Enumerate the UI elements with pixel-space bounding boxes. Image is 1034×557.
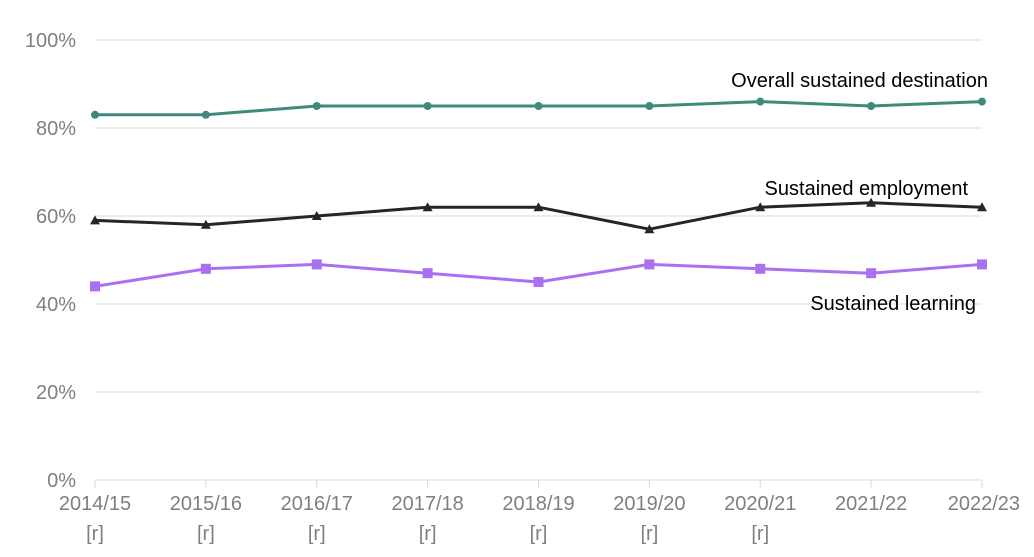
x-tick-label: 2014/15 xyxy=(59,493,131,515)
x-tick-label: 2020/21 xyxy=(724,493,796,515)
series-group xyxy=(90,97,987,292)
x-tick-label: 2016/17 xyxy=(281,493,353,515)
data-point-triangle xyxy=(977,202,987,212)
series-labels: Overall sustained destination Sustained e… xyxy=(731,70,988,315)
data-point-circle xyxy=(312,102,321,110)
x-tick-note: [r] xyxy=(530,523,548,545)
series-label: Sustained learning xyxy=(810,293,976,315)
series-label: Overall sustained destination xyxy=(731,70,988,92)
data-point-square xyxy=(533,277,544,287)
gridlines xyxy=(95,39,982,481)
y-tick-label: 60% xyxy=(36,206,76,228)
data-point-triangle xyxy=(90,215,100,225)
data-point-circle xyxy=(423,102,432,110)
y-tick-label: 0% xyxy=(47,470,76,492)
y-tick-label: 100% xyxy=(25,30,76,52)
data-point-triangle xyxy=(644,224,655,234)
data-point-square xyxy=(311,259,322,270)
y-tick-label: 80% xyxy=(36,118,76,140)
data-point-circle xyxy=(645,102,654,110)
data-point-triangle xyxy=(200,219,211,229)
data-point-triangle xyxy=(533,202,544,212)
series-sustained-learning xyxy=(90,259,987,292)
data-point-circle xyxy=(201,110,210,119)
x-tick-note: [r] xyxy=(86,523,104,545)
data-point-triangle xyxy=(866,197,877,207)
series-sustained-employment xyxy=(90,197,987,234)
x-tick-note: [r] xyxy=(308,523,326,545)
y-axis-ticks: 0% 20% 40% 60% 80% 100% xyxy=(25,30,76,492)
series-overall-sustained-destination xyxy=(91,97,986,119)
x-tick-note: [r] xyxy=(640,523,658,545)
y-tick-label: 40% xyxy=(36,294,76,316)
data-point-triangle xyxy=(422,202,433,212)
x-tick-label: 2022/23 xyxy=(948,493,1020,515)
data-point-square xyxy=(644,259,655,270)
data-point-square xyxy=(200,263,211,274)
data-point-circle xyxy=(534,102,543,110)
x-tick-note: [r] xyxy=(197,523,215,545)
data-point-square xyxy=(90,281,100,292)
data-point-square xyxy=(977,259,987,270)
data-point-circle xyxy=(91,110,99,119)
data-point-triangle xyxy=(755,202,766,212)
data-point-square xyxy=(866,268,877,279)
x-tick-label: 2019/20 xyxy=(613,493,685,515)
series-label: Sustained employment xyxy=(765,178,969,200)
x-tick-label: 2015/16 xyxy=(170,493,242,515)
y-tick-label: 20% xyxy=(36,382,76,404)
data-point-circle xyxy=(867,102,876,110)
x-tick-label: 2021/22 xyxy=(835,493,907,515)
x-axis-ticks: 2014/15 [r] 2015/16 [r] 2016/17 [r] 2017/18 [r]… xyxy=(59,480,1020,545)
x-tick-note: [r] xyxy=(419,523,437,545)
x-tick-label: 2017/18 xyxy=(391,493,463,515)
data-point-circle xyxy=(978,97,986,106)
x-tick-label: 2018/19 xyxy=(502,493,574,515)
x-tick-note: [r] xyxy=(751,523,769,545)
data-point-circle xyxy=(756,97,765,106)
data-point-triangle xyxy=(311,211,322,220)
data-point-square xyxy=(755,263,766,274)
data-point-square xyxy=(422,268,433,279)
